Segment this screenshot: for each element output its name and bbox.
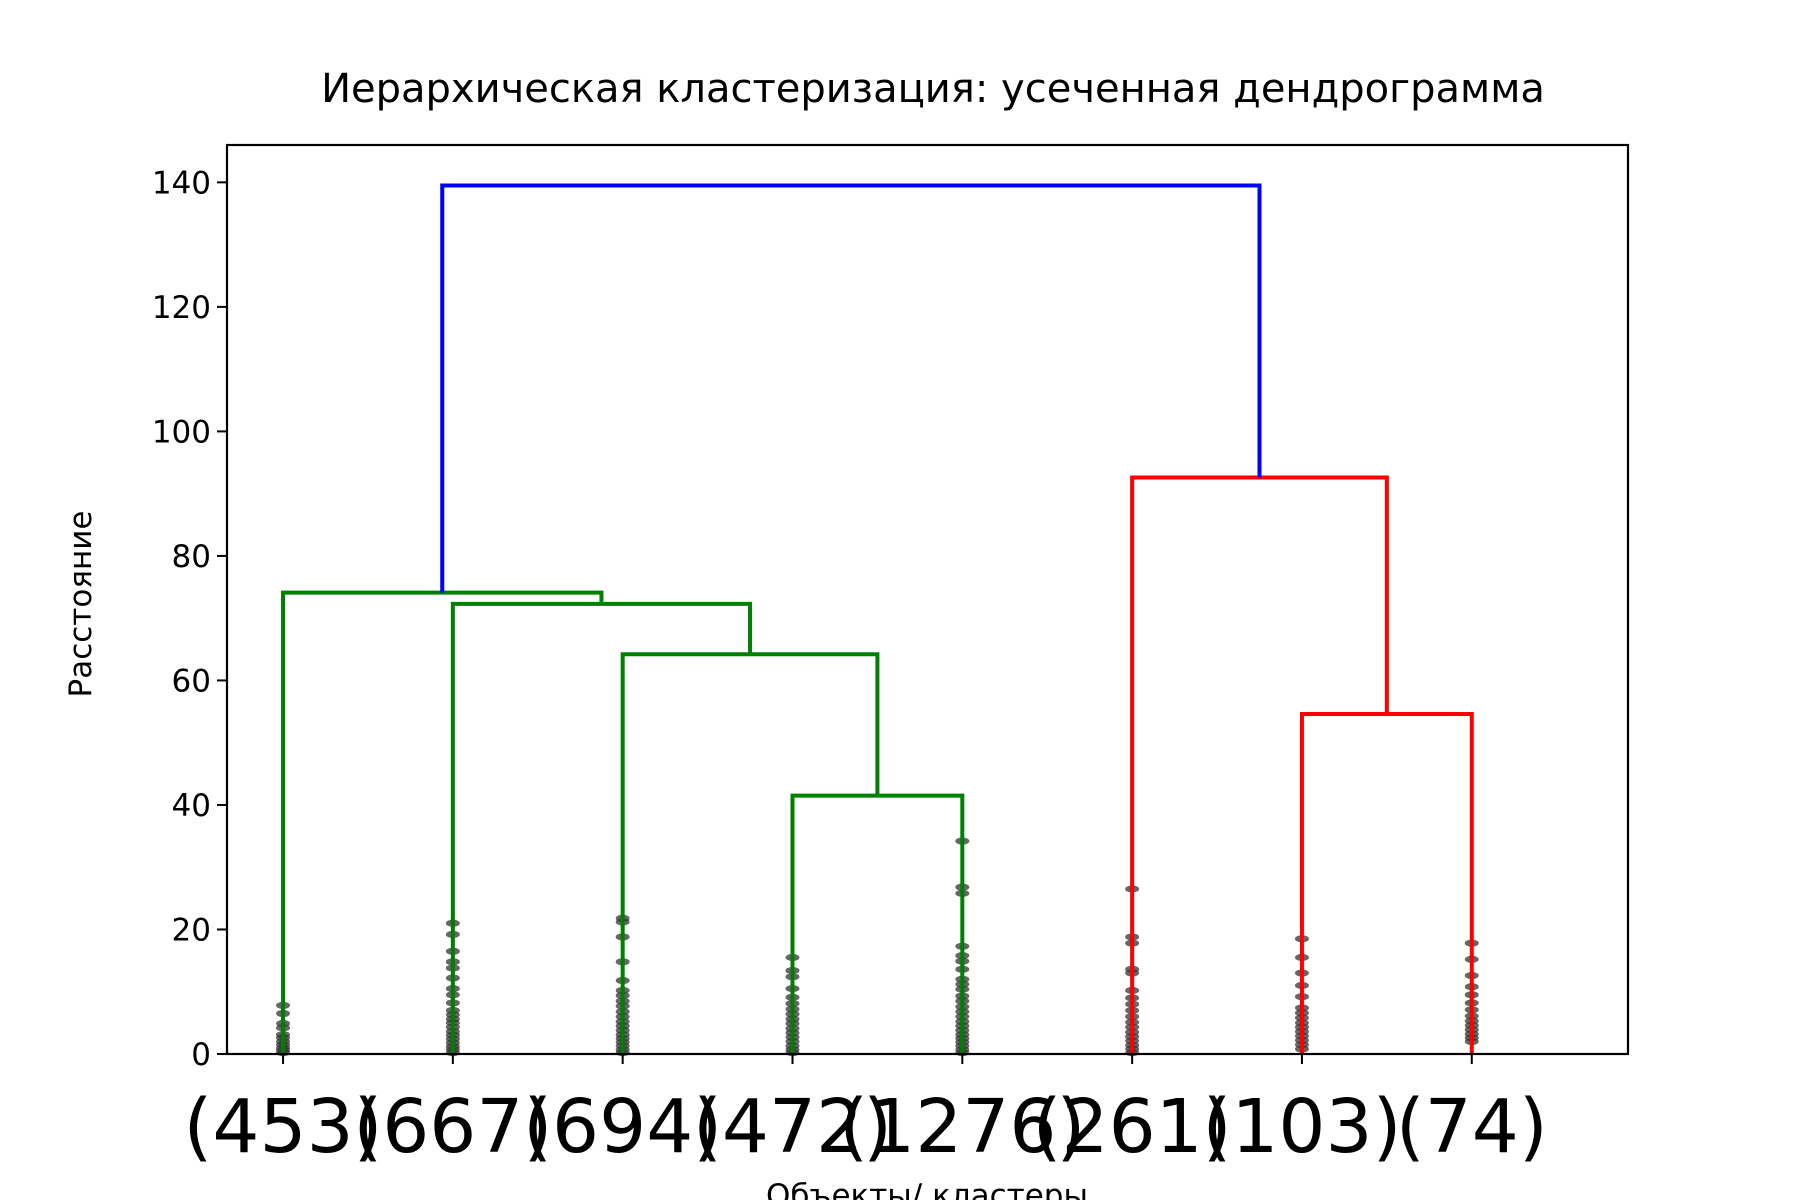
leaf-label: (74): [1396, 1084, 1548, 1170]
y-tick-label: 80: [172, 539, 211, 575]
dendrogram-link: [440, 183, 1262, 593]
leaf-label: (453): [184, 1084, 383, 1170]
chart-title: Иерархическая кластеризация: усеченная д…: [321, 66, 1545, 112]
dendrogram-link: [620, 652, 880, 1054]
y-tick-label: 120: [152, 290, 211, 326]
x-axis-label: Объекты/ кластеры: [766, 1178, 1088, 1200]
leaf-label: (103): [1202, 1084, 1401, 1170]
leaf-label: (694): [523, 1084, 722, 1170]
dendrogram-link: [790, 793, 965, 1054]
leaf-label: (667): [353, 1084, 552, 1170]
y-axis: 0 20 40 60 80 100 120 140: [152, 165, 227, 1073]
y-tick-label: 100: [152, 414, 211, 450]
plot-frame: [225, 143, 1630, 1056]
dendrogram-link: [1299, 712, 1474, 1054]
y-tick-label: 140: [152, 165, 211, 201]
dendrogram-link: [1130, 475, 1389, 1054]
x-axis: (453)(667)(694)(472)(1276)(261)(103)(74): [184, 1054, 1548, 1170]
plot-area: [276, 183, 1479, 1057]
dendrogram-link: [450, 601, 753, 1054]
y-tick-label: 40: [172, 788, 211, 824]
y-tick-label: 20: [172, 912, 211, 948]
leaf-label: (1276): [839, 1084, 1085, 1170]
y-tick-label: 60: [172, 663, 211, 699]
y-tick-label: 0: [191, 1037, 211, 1073]
leaf-label: (261): [1033, 1084, 1232, 1170]
y-axis-label: Расстояние: [63, 511, 99, 698]
leaf-label: (472): [693, 1084, 892, 1170]
dendrogram-link: [281, 590, 604, 1054]
